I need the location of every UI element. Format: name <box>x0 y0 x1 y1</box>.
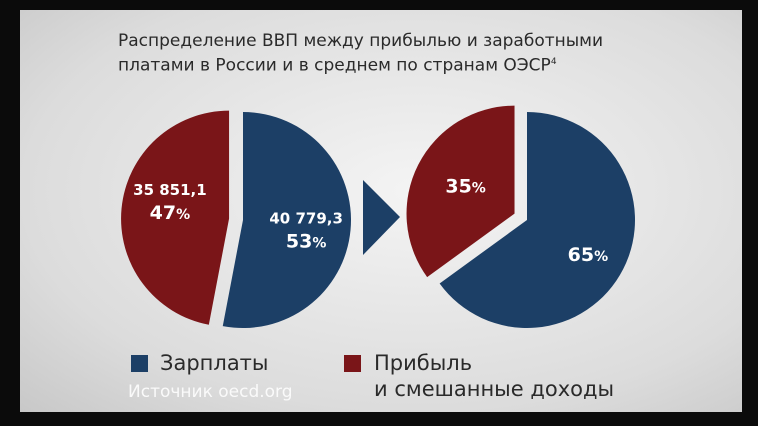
value-label-profit: 35 851,1 <box>133 181 207 199</box>
legend-profit-line1: Прибыль <box>374 351 473 375</box>
percent-label-wages: 65% <box>568 244 608 266</box>
legend-swatch-wages <box>131 355 148 372</box>
pie-slice-profit <box>406 105 515 278</box>
title-line-1: Распределение ВВП между прибылью и зараб… <box>118 31 604 51</box>
percent-label-profit: 35% <box>445 176 485 198</box>
footnote-mark: 4 <box>550 57 557 67</box>
legend-wages: Зарплаты <box>160 351 269 375</box>
percent-label-profit: 47% <box>150 202 190 224</box>
title-line-2: платами в России и в среднем по странам … <box>118 55 551 76</box>
pie-slice-wages <box>439 112 635 328</box>
arrow-icon <box>363 180 400 255</box>
value-label-wages: 40 779,3 <box>269 210 343 228</box>
pie-slice-profit <box>121 110 230 325</box>
legend-profit-line2: и смешанные доходы <box>374 377 615 401</box>
source-note: Источник oecd.org <box>128 382 293 402</box>
legend-profit: Прибыль и смешанные доходы <box>374 350 614 402</box>
chart-title: Распределение ВВП между прибылью и зараб… <box>118 31 603 77</box>
legend-swatch-profit <box>344 355 361 372</box>
percent-label-wages: 53% <box>286 231 326 253</box>
pie-slice-wages <box>222 112 351 328</box>
